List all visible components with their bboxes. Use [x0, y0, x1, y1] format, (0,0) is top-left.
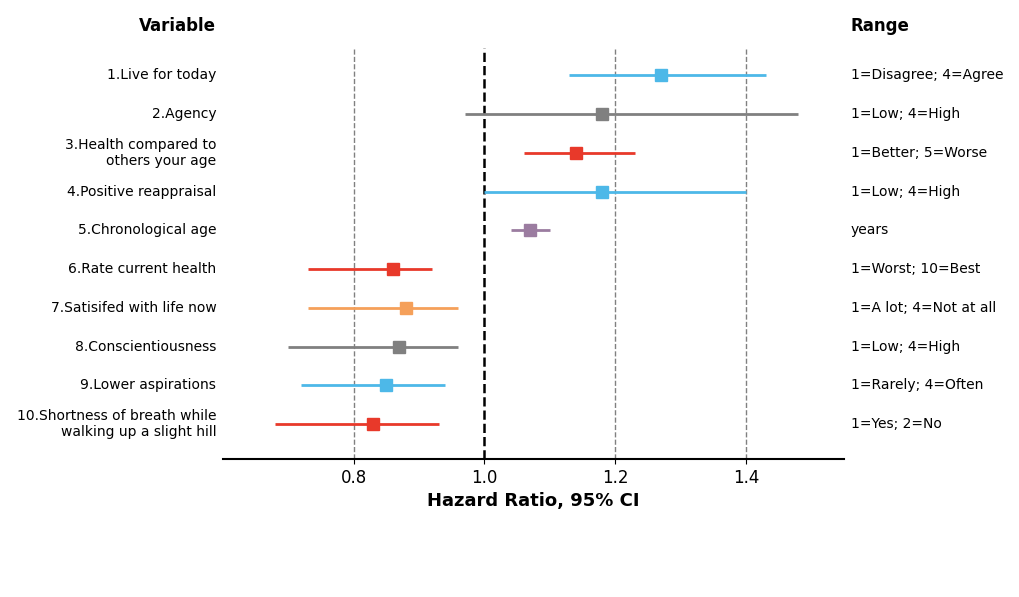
- Text: 1=Low; 4=High: 1=Low; 4=High: [850, 184, 959, 199]
- Text: 10.Shortness of breath while
walking up a slight hill: 10.Shortness of breath while walking up …: [16, 409, 216, 439]
- X-axis label: Hazard Ratio, 95% CI: Hazard Ratio, 95% CI: [427, 493, 639, 510]
- Text: 1=Rarely; 4=Often: 1=Rarely; 4=Often: [850, 378, 982, 392]
- Text: 5.Chronological age: 5.Chronological age: [77, 223, 216, 238]
- Text: 4.Positive reappraisal: 4.Positive reappraisal: [67, 184, 216, 199]
- Text: 1.Live for today: 1.Live for today: [107, 68, 216, 82]
- Text: 6.Rate current health: 6.Rate current health: [68, 262, 216, 276]
- Text: 1=Disagree; 4=Agree: 1=Disagree; 4=Agree: [850, 68, 1003, 82]
- Text: 9.Lower aspirations: 9.Lower aspirations: [81, 378, 216, 392]
- Text: Range: Range: [850, 17, 909, 35]
- Text: 1=Yes; 2=No: 1=Yes; 2=No: [850, 417, 941, 431]
- Text: 7.Satisifed with life now: 7.Satisifed with life now: [51, 301, 216, 315]
- Text: 1=Better; 5=Worse: 1=Better; 5=Worse: [850, 146, 985, 160]
- Text: Variable: Variable: [140, 17, 216, 35]
- Text: 8.Conscientiousness: 8.Conscientiousness: [74, 340, 216, 353]
- Text: 1=Worst; 10=Best: 1=Worst; 10=Best: [850, 262, 979, 276]
- Text: 1=A lot; 4=Not at all: 1=A lot; 4=Not at all: [850, 301, 995, 315]
- Text: 1=Low; 4=High: 1=Low; 4=High: [850, 340, 959, 353]
- Text: years: years: [850, 223, 889, 238]
- Text: 1=Low; 4=High: 1=Low; 4=High: [850, 107, 959, 121]
- Text: 3.Health compared to
others your age: 3.Health compared to others your age: [65, 138, 216, 168]
- Text: 2.Agency: 2.Agency: [152, 107, 216, 121]
